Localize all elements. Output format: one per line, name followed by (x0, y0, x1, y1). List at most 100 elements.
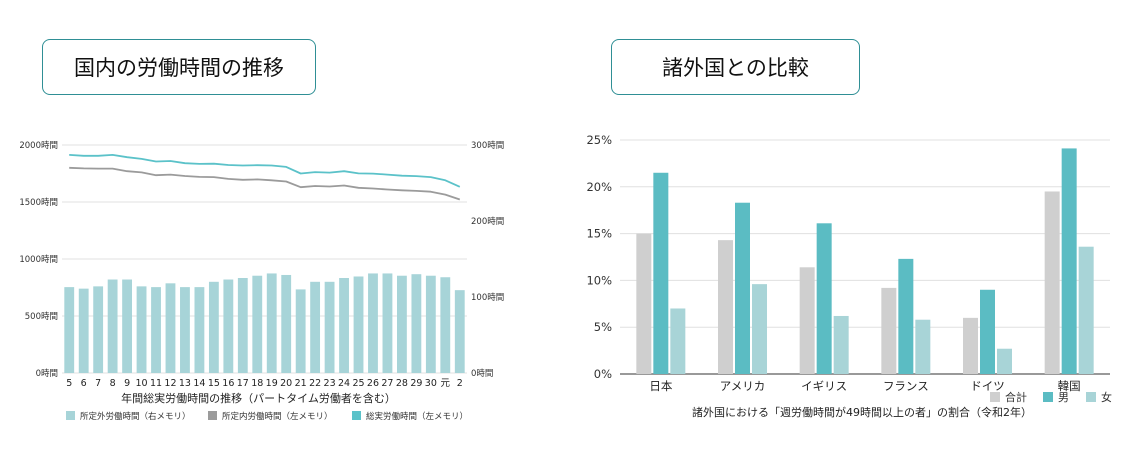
bar-overtime (136, 286, 147, 373)
bar-overtime (252, 275, 263, 373)
bar-overtime (107, 279, 118, 373)
x-tick-label: 20 (280, 378, 292, 389)
x-tick-label: 9 (124, 378, 130, 389)
y-tick-label: 10% (586, 273, 612, 287)
bar-female (752, 284, 767, 374)
x-tick-label: 29 (410, 378, 422, 389)
right-panel-title: 諸外国との比較 (611, 39, 860, 95)
x-tick-label: 8 (110, 378, 116, 389)
x-tick-label: 24 (338, 378, 350, 389)
bar-all (963, 317, 978, 374)
y-tick-label: 25% (586, 133, 612, 147)
y-tick-label-left: 1000時間 (19, 255, 58, 265)
x-tick-label: 6 (81, 378, 87, 389)
x-tick-label: 韓国 (1058, 379, 1081, 393)
left-panel-title: 国内の労働時間の推移 (42, 39, 316, 95)
legend-label: 所定内労働時間（左メモリ） (222, 411, 333, 422)
bar-overtime (122, 279, 133, 373)
bar-overtime (78, 288, 89, 373)
x-tick-label: フランス (883, 379, 929, 393)
legend-label: 女 (1101, 390, 1112, 404)
bar-male (735, 202, 750, 374)
legend-swatch (1086, 392, 1096, 402)
bar-female (833, 315, 849, 374)
bar-overtime (266, 273, 277, 373)
x-tick-label: 22 (309, 378, 321, 389)
x-tick-label: 5 (66, 378, 72, 389)
bar-overtime (440, 277, 451, 373)
y-tick-label: 0% (594, 367, 612, 381)
bar-male (898, 258, 914, 374)
bar-all (881, 287, 897, 374)
bar-overtime (208, 281, 219, 373)
bar-overtime (180, 287, 190, 373)
legend-label: 男 (1058, 391, 1069, 404)
y-tick-label-left: 0時間 (36, 369, 58, 379)
x-tick-label: 23 (324, 378, 336, 389)
x-tick-label: 26 (367, 378, 379, 389)
x-tick-label: 15 (208, 378, 220, 389)
x-axis-title: 年間総実労働時間の推移（パートタイム労働者を含む） (121, 391, 396, 405)
bar-overtime (310, 281, 321, 373)
x-tick-label: 30 (425, 378, 437, 389)
bar-overtime (165, 283, 176, 373)
legend-label: 合計 (1005, 390, 1027, 404)
bar-overtime (281, 274, 292, 373)
bar-overtime (454, 290, 465, 373)
legend-label: 総実労働時間（左メモリ） (366, 411, 468, 422)
x-tick-label: 16 (222, 378, 234, 389)
y-tick-label: 5% (594, 320, 612, 334)
x-tick-label: 27 (381, 378, 393, 389)
bar-female (915, 319, 931, 374)
x-tick-label: 11 (150, 378, 162, 389)
x-tick-label: 14 (193, 378, 205, 389)
x-tick-label: 28 (396, 378, 408, 389)
bar-all (1044, 191, 1060, 374)
legend-swatch (208, 411, 217, 420)
bar-overtime (223, 279, 234, 373)
y-tick-label-right: 0時間 (471, 369, 493, 379)
bar-overtime (295, 289, 306, 373)
right-panel-title-text: 諸外国との比較 (662, 56, 809, 80)
x-tick-label: イギリス (801, 379, 847, 393)
bar-overtime (425, 275, 436, 373)
x-tick-label: 13 (179, 378, 191, 389)
x-tick-label: 19 (266, 378, 278, 389)
y-tick-label: 15% (586, 227, 612, 241)
bar-male (1061, 148, 1077, 374)
bar-overtime (194, 287, 205, 373)
y-tick-label-right: 100時間 (471, 293, 504, 303)
bar-male (653, 172, 669, 374)
x-tick-label: 7 (95, 378, 101, 389)
x-tick-label: 17 (237, 378, 249, 389)
x-tick-label: ドイツ (970, 379, 1005, 393)
legend-swatch (66, 411, 75, 420)
x-tick-label: 25 (352, 378, 364, 389)
y-tick-label-left: 1500時間 (19, 198, 58, 208)
bar-overtime (324, 281, 335, 373)
bar-overtime (151, 287, 161, 373)
legend-swatch (352, 411, 361, 420)
bar-overtime (411, 274, 422, 373)
y-tick-label-right: 200時間 (471, 217, 504, 227)
bar-overtime (368, 273, 378, 373)
x-tick-label: 日本 (649, 379, 672, 393)
line-total (69, 153, 461, 188)
y-tick-label-right: 300時間 (471, 141, 504, 151)
bar-male (980, 289, 995, 374)
bar-all (718, 240, 733, 374)
x-tick-label: アメリカ (720, 379, 765, 393)
bar-female (670, 308, 686, 374)
bar-overtime (339, 278, 349, 373)
bar-female (1078, 246, 1094, 374)
y-tick-label: 20% (586, 180, 612, 194)
bar-overtime (353, 276, 364, 373)
bar-overtime (64, 287, 75, 373)
bar-male (816, 223, 832, 374)
x-tick-label: 元 (441, 378, 451, 389)
bar-overtime (396, 275, 407, 373)
bar-overtime (382, 273, 393, 373)
bar-overtime (93, 286, 104, 373)
